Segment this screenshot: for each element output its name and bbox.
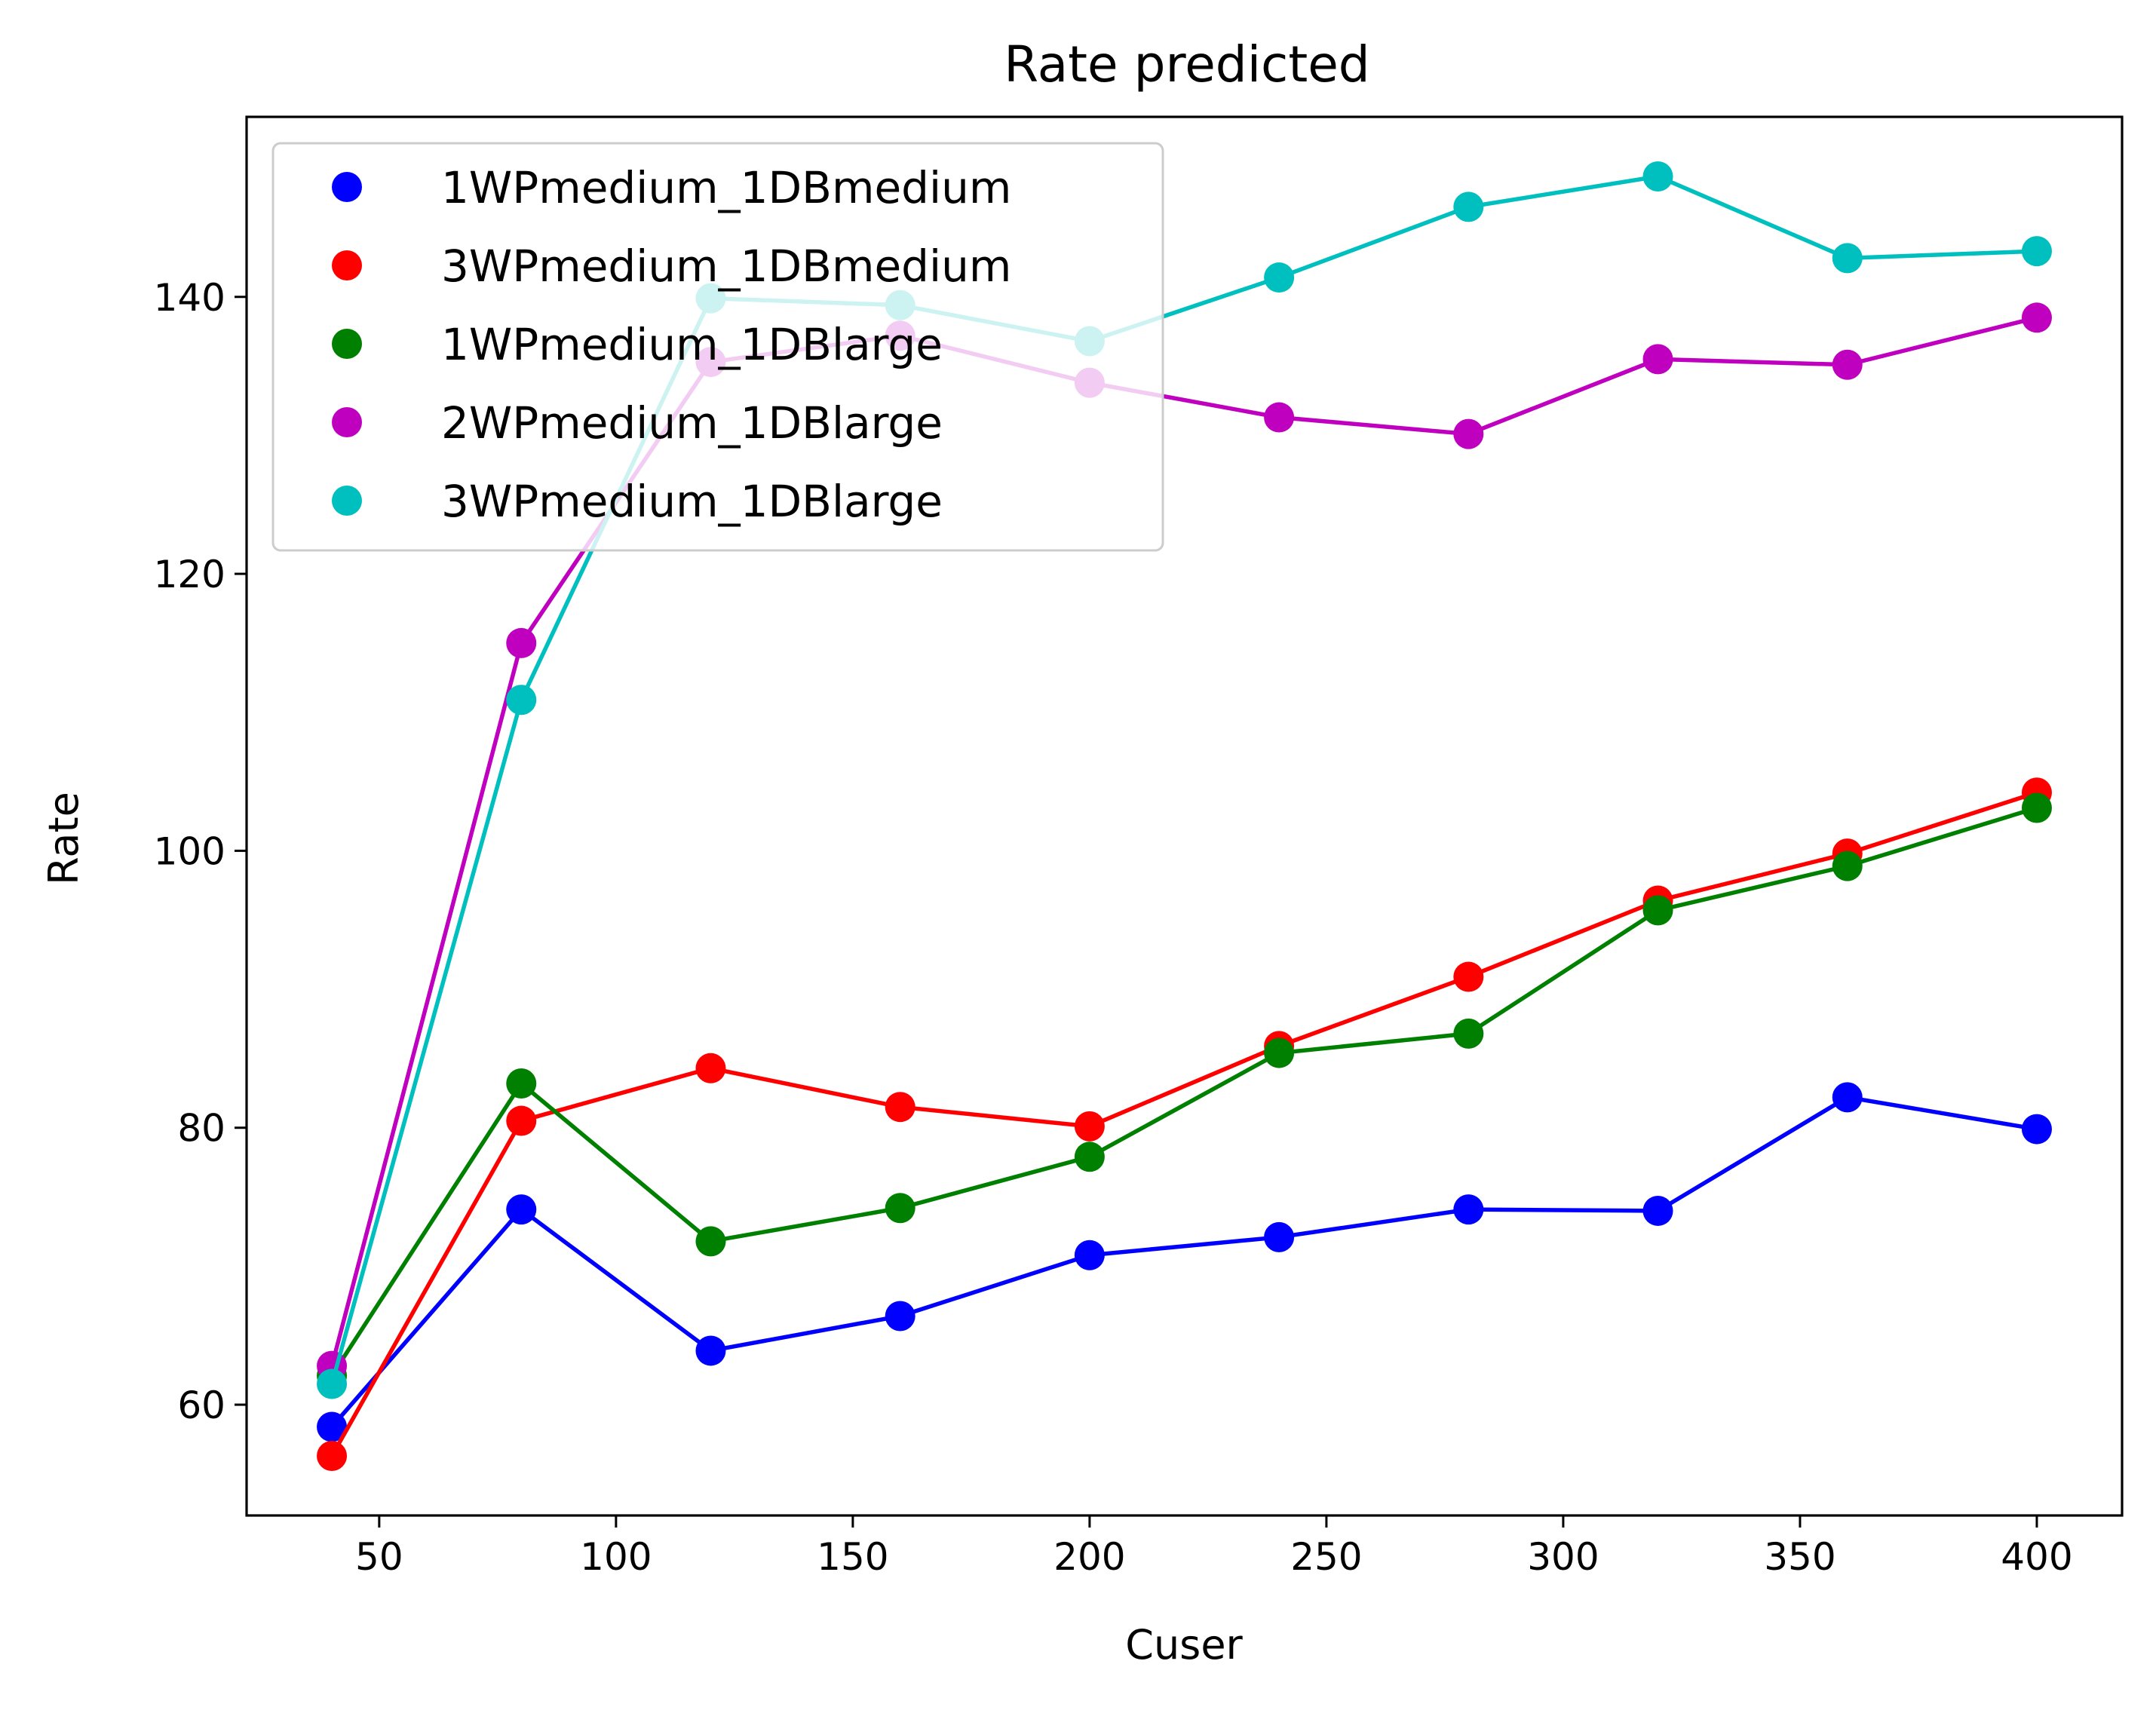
data-point	[1264, 402, 1295, 433]
data-point	[695, 1053, 726, 1083]
data-point	[1453, 961, 1484, 992]
data-point	[317, 1441, 348, 1472]
series-line	[330, 790, 2039, 1458]
data-point	[506, 627, 537, 658]
legend-marker	[332, 486, 362, 516]
axes-frame	[245, 115, 2124, 1517]
x-tick-label: 100	[580, 1535, 652, 1579]
x-tick-label: 250	[1290, 1535, 1362, 1579]
data-point	[506, 1194, 537, 1225]
series-line	[330, 1095, 2039, 1430]
legend-label: 3WPmedium_1DBlarge	[441, 476, 943, 527]
data-point	[1832, 243, 1863, 274]
data-point	[2021, 792, 2052, 823]
x-tick-label: 400	[2001, 1535, 2072, 1579]
x-tick-label: 300	[1527, 1535, 1599, 1579]
data-point	[506, 685, 537, 716]
data-point	[1453, 1194, 1484, 1225]
data-point	[1264, 1221, 1295, 1252]
data-point	[317, 1411, 348, 1442]
y-tick-label: 120	[154, 553, 225, 596]
x-tick-label: 150	[817, 1535, 888, 1579]
data-point	[2021, 1114, 2052, 1145]
y-tick-label: 60	[177, 1384, 225, 1427]
legend-label: 1WPmedium_1DBlarge	[441, 319, 943, 370]
data-point	[1264, 1037, 1295, 1068]
legend-marker	[332, 329, 362, 359]
data-point	[1642, 344, 1673, 375]
data-point	[2021, 236, 2052, 267]
data-point	[1642, 895, 1673, 926]
x-tick-label: 350	[1764, 1535, 1836, 1579]
series-line	[330, 805, 2039, 1378]
chart-title: Rate predicted	[1004, 35, 1369, 93]
y-axis-label: Rate	[40, 792, 87, 885]
data-point	[506, 1105, 537, 1136]
data-point	[506, 1068, 537, 1099]
data-point	[1453, 418, 1484, 449]
data-point	[1832, 850, 1863, 881]
x-axis-ticks: 50 100 150 200 250 300 350 400	[355, 1515, 2073, 1579]
legend-items: 1WPmedium_1DBmedium 3WPmedium_1DBmedium 1W…	[332, 162, 1011, 527]
data-point	[695, 1335, 726, 1366]
legend-marker	[332, 250, 362, 280]
data-point	[2021, 302, 2052, 333]
legend-label: 2WPmedium_1DBlarge	[441, 397, 943, 449]
data-point	[1642, 161, 1673, 192]
legend: 1WPmedium_1DBmedium 3WPmedium_1DBmedium 1W…	[271, 142, 1164, 552]
data-point	[1074, 1240, 1105, 1270]
data-point	[1074, 1111, 1105, 1142]
y-axis-ticks: 60 80 100 120 140	[154, 276, 247, 1427]
data-point	[1074, 1142, 1105, 1172]
x-tick-label: 50	[355, 1535, 403, 1579]
data-point	[1832, 1082, 1863, 1113]
data-point	[885, 1092, 915, 1123]
legend-marker	[332, 407, 362, 437]
data-point	[695, 1226, 726, 1257]
data-point	[885, 1193, 915, 1224]
data-point	[1453, 192, 1484, 222]
legend-box	[271, 142, 1164, 552]
y-tick-label: 100	[154, 829, 225, 873]
data-point	[317, 1368, 348, 1399]
data-point	[1453, 1018, 1484, 1049]
data-point	[1832, 349, 1863, 380]
y-tick-label: 80	[177, 1107, 225, 1151]
series-0	[317, 1082, 2052, 1442]
legend-label: 1WPmedium_1DBmedium	[441, 162, 1011, 213]
x-axis-label: Cuser	[1125, 1621, 1243, 1669]
x-tick-label: 200	[1053, 1535, 1125, 1579]
y-tick-label: 140	[154, 276, 225, 320]
data-point	[885, 1301, 915, 1332]
legend-marker	[332, 172, 362, 202]
legend-label: 3WPmedium_1DBmedium	[441, 241, 1011, 292]
data-point	[1264, 262, 1295, 293]
data-point	[1642, 1195, 1673, 1226]
